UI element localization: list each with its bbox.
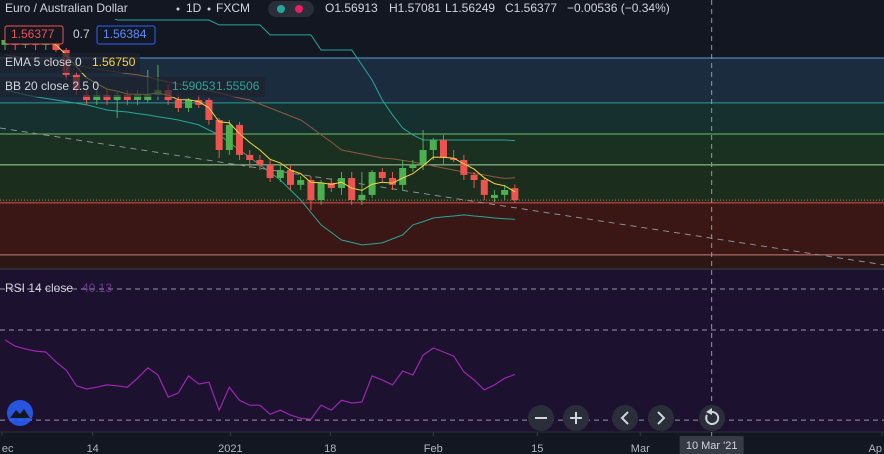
candle-body <box>256 160 264 165</box>
source: FXCM <box>216 1 250 15</box>
candle-body <box>429 140 437 150</box>
candle-body <box>185 100 193 108</box>
level-fill <box>0 202 884 255</box>
x-tick-label: 2021 <box>218 443 242 454</box>
x-tick-label: Ap <box>868 443 881 454</box>
bb-upper-value: 1.59053 <box>172 79 216 93</box>
candle-body <box>195 100 203 105</box>
price-pane <box>0 9 884 268</box>
crosshair-label: 10 Mar '21 <box>686 440 738 452</box>
scroll-left-button[interactable] <box>612 405 638 431</box>
sell-price: 1.56377 <box>11 27 55 41</box>
candle-body <box>470 174 478 180</box>
candle-body <box>409 164 417 168</box>
candle-body <box>287 170 295 185</box>
symbol-title: Euro / Australian Dollar <box>5 1 128 15</box>
status-dot <box>295 5 303 13</box>
bb-lower-value: 1.55506 <box>216 79 260 93</box>
candle-body <box>348 178 356 200</box>
candle-body <box>225 124 233 150</box>
candle-body <box>439 140 447 158</box>
candle-body <box>113 94 121 100</box>
ohlc-high: H1.57081 <box>389 1 441 15</box>
scroll-right-button[interactable] <box>648 405 674 431</box>
level-fill <box>0 102 884 134</box>
candle-body <box>511 188 519 201</box>
sell-price-box[interactable] <box>4 25 64 45</box>
candle-body <box>501 190 509 195</box>
x-tick-label: 14 <box>87 443 99 454</box>
candle-body <box>307 180 315 200</box>
rsi-legend: RSI 14 close <box>5 281 73 295</box>
candle-body <box>266 164 274 178</box>
separator <box>207 7 211 11</box>
candle-body <box>460 160 468 175</box>
overlay-ui: Euro / Australian Dollar 1D FXCM O1.5691… <box>0 0 725 431</box>
candle-body <box>103 94 111 100</box>
rsi-value: 40.13 <box>82 281 112 295</box>
ema-legend: EMA 5 close 0 <box>5 55 82 69</box>
candle-body <box>246 154 254 160</box>
ohlc-close: C1.56377 <box>505 1 557 15</box>
candle-body <box>388 178 396 185</box>
interval: 1D <box>186 1 202 15</box>
zoom-in-button[interactable] <box>563 405 589 431</box>
candle-body <box>144 94 152 100</box>
rsi-line <box>4 339 516 420</box>
x-tick-label: Feb <box>424 443 443 454</box>
crosshair-label-bg <box>679 436 744 454</box>
bb-legend: BB 20 close 2.5 0 <box>5 79 99 93</box>
status-dot <box>277 5 285 13</box>
candle-body <box>215 120 223 150</box>
candle-body <box>276 170 284 178</box>
legend-bg <box>0 77 265 97</box>
toolbar <box>0 0 680 19</box>
spread: 0.7 <box>73 27 90 41</box>
logo-mark <box>10 409 30 418</box>
ohlc-change: −0.00536 (−0.34%) <box>567 1 670 15</box>
ema-value: 1.56750 <box>92 55 136 69</box>
reset-button[interactable] <box>699 405 725 431</box>
candle-body <box>378 172 386 178</box>
candle-body <box>83 94 91 100</box>
legend-bg <box>0 53 140 73</box>
level-fill <box>0 254 884 268</box>
zoom-out-button[interactable] <box>528 405 554 431</box>
logo[interactable] <box>7 400 33 426</box>
rsi-pane-content <box>0 329 884 421</box>
candle-body <box>297 180 305 185</box>
level-fill <box>0 164 884 203</box>
candle-body <box>93 94 101 100</box>
status-pill[interactable] <box>268 1 314 17</box>
x-tick-label: 15 <box>531 443 543 454</box>
candle-body <box>327 182 335 188</box>
candle-body <box>236 124 244 155</box>
buy-price-box[interactable] <box>96 25 156 45</box>
candle-body <box>174 100 182 108</box>
buy-price: 1.56384 <box>103 27 147 41</box>
ohlc-low: L1.56249 <box>445 1 495 15</box>
candle-body <box>317 182 325 200</box>
candle-body <box>338 178 346 188</box>
candle-body <box>134 94 142 100</box>
candle-body <box>399 168 407 185</box>
x-tick-label: 18 <box>324 443 336 454</box>
candle-body <box>450 158 458 160</box>
candle-body <box>368 172 376 195</box>
candle-body <box>419 150 427 165</box>
ohlc-open: O1.56913 <box>325 1 378 15</box>
candle-body <box>205 100 213 120</box>
candle-body <box>480 180 488 195</box>
candle-body <box>490 194 498 198</box>
candle-body <box>123 94 131 100</box>
x-tick-label: ec <box>2 443 14 454</box>
candle-body <box>358 194 366 200</box>
x-tick-label: Mar <box>631 443 650 454</box>
separator <box>176 7 180 11</box>
